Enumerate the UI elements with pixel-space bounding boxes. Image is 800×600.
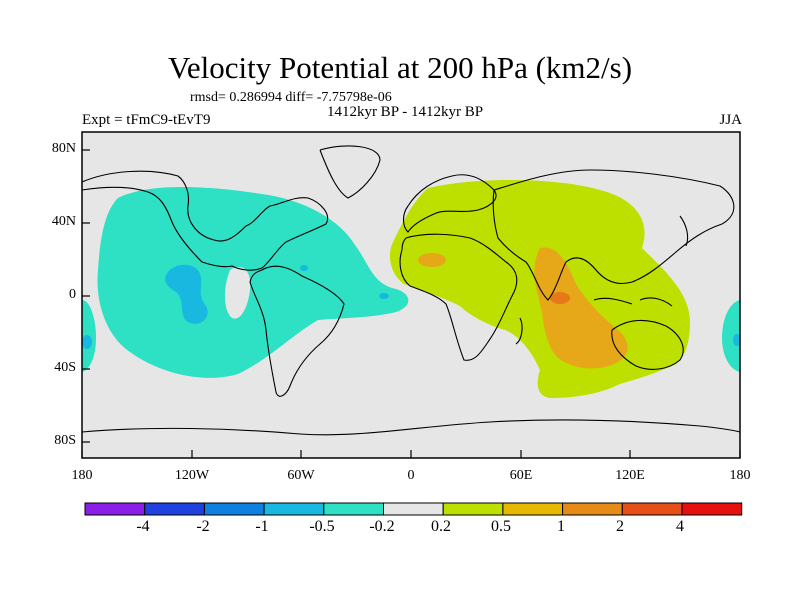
colorbar-swatch (203, 502, 265, 516)
colorbar-label: -1 (255, 518, 269, 535)
lon-label-60w: 60W (287, 468, 315, 483)
lat-label-80n: 80N (51, 141, 76, 156)
coast-greenland (319, 145, 381, 199)
coast-africa (399, 233, 518, 361)
strong-negative-blob (300, 265, 308, 271)
lat-label-0: 0 (69, 287, 76, 302)
colorbar-swatch (323, 502, 384, 516)
neutral-gap (224, 266, 251, 319)
negative-anomaly-region-east (722, 300, 740, 372)
colorbar-swatch (562, 502, 623, 516)
colorbar-label: 0.5 (491, 518, 511, 535)
lon-label-0: 0 (407, 468, 415, 483)
period-label: 1412kyr BP - 1412kyr BP (326, 104, 484, 120)
colorbar-label: -0.2 (369, 518, 395, 535)
season-label: JJA (719, 112, 742, 128)
coastlines (82, 145, 740, 436)
experiment-label: Expt = tFmC9-tEvT9 (82, 112, 211, 128)
colorbar-swatch (144, 502, 205, 516)
coast-japan (679, 215, 689, 247)
strong-negative-blob (82, 335, 92, 349)
coast-europe (402, 174, 497, 233)
strong-positive-blob (418, 253, 446, 267)
lon-label-180e: 180 (729, 468, 751, 483)
coast-australia (611, 319, 684, 370)
coast-north-america (82, 170, 328, 271)
colorbar-label: -2 (196, 518, 210, 535)
negative-anomaly-region (97, 187, 409, 378)
colorbar-label: -0.5 (309, 518, 335, 535)
colorbar-swatch (621, 502, 683, 516)
lon-label-180w: 180 (71, 468, 93, 483)
colorbar-label: -4 (136, 518, 150, 535)
lat-label-40s: 40S (54, 360, 76, 375)
strong-negative-blob (165, 264, 208, 324)
colorbar-label: 2 (616, 518, 624, 535)
stats-text: rmsd= 0.286994 diff= -7.75798e-06 (190, 90, 392, 105)
strong-negative-blob (379, 293, 389, 299)
lon-label-60e: 60E (509, 468, 533, 483)
coast-indonesia (593, 297, 673, 307)
peak-positive-blob (550, 292, 570, 304)
colorbar-swatch (442, 502, 504, 516)
colorbar-swatch (263, 502, 325, 516)
strong-positive-core (534, 247, 628, 369)
plot-title: Velocity Potential at 200 hPa (km2/s) (167, 50, 633, 85)
colorbar-label: 4 (676, 518, 684, 535)
lon-label-120w: 120W (174, 468, 210, 483)
coast-asia (492, 169, 735, 301)
colorbar-label: 0.2 (431, 518, 451, 535)
colorbar-swatch (681, 502, 743, 516)
colorbar-swatch (84, 502, 146, 516)
lat-label-80s: 80S (54, 433, 76, 448)
colorbar-swatch (502, 502, 564, 516)
coast-south-america (249, 265, 345, 397)
colorbar-label: 1 (557, 518, 565, 535)
strong-negative-blob (733, 334, 740, 346)
lat-label-40n: 40N (51, 214, 76, 229)
coast-antarctica (82, 419, 740, 436)
lon-label-120e: 120E (615, 468, 645, 483)
coast-madagascar (515, 317, 523, 345)
colorbar-swatch (383, 502, 444, 516)
colorbar (84, 502, 743, 516)
